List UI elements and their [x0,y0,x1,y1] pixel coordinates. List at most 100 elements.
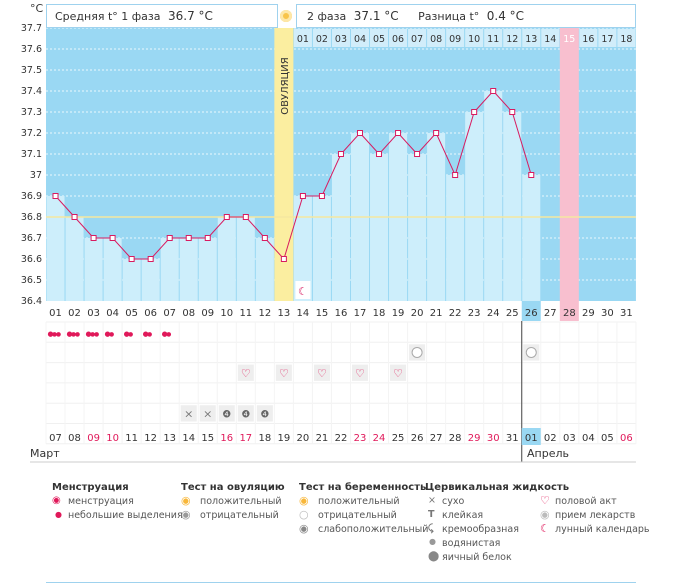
luteal-day-label: 17 [601,34,613,45]
cycle-day-label: 25 [506,308,519,319]
temperature-point [318,193,325,199]
luteal-day-cell [465,29,484,47]
moon-icon: ☾ [298,285,308,298]
luteal-day-cell [446,29,465,47]
cycle-day-label: 13 [278,308,291,319]
heart-icon: ♡ [393,367,403,380]
temperature-bar [84,238,103,301]
date-label: 06 [620,433,633,444]
luteal-day-label: 07 [411,34,423,45]
temperature-point [52,193,59,199]
temperature-point [166,235,173,241]
temperature-bar [122,259,141,301]
negative-test-icon [525,346,537,358]
temperature-bar [312,196,331,301]
luteal-day-cell [312,29,331,47]
legend-label-watery: водянистая [442,538,501,549]
menstruation-drop-icon: ● [143,330,149,338]
diff-value: 0.4 °C [486,9,525,23]
luteal-day-label: 05 [373,34,385,45]
positive-test-icon: ◉ [181,494,191,507]
temperature-point [299,193,306,199]
date-label: 13 [163,433,176,444]
temperature-point [280,256,287,262]
intercourse-cell [275,364,292,381]
temperature-bar [65,217,84,301]
cycle-day-label: 02 [68,308,81,319]
temperature-bar [293,196,312,301]
legend-label-creamy: кремообразная [442,524,519,535]
temperature-point [261,235,268,241]
intercourse-cell [351,364,369,381]
legend-title-ovulation-test: Тест на овуляцию [181,482,285,493]
temperature-bar [160,238,179,301]
cycle-day-label: 06 [144,308,157,319]
date-label: 30 [487,433,500,444]
luteal-day-label: 10 [468,34,480,45]
y-tick-label: 37 [30,170,42,181]
heart-icon: ♡ [540,494,550,507]
luteal-day-cell [560,29,579,47]
luteal-day-cell [370,29,389,47]
cycle-day-label: 31 [620,308,633,319]
legend-label-intercourse: половой акт [555,496,617,507]
phase1-value: 36.7 °C [168,9,213,23]
legend-title-cervical-fluid: Цервикальная жидкость [425,482,570,493]
menstruation-drop-icon: ● [75,331,80,338]
creamy-icon: ⤹ [428,523,434,534]
cervical-fluid-cell [237,405,254,422]
temperature-point [204,235,211,241]
legend-label-preg-negative: отрицательный [318,510,397,521]
temperature-bar [255,238,274,301]
y-tick-label: 37.2 [21,128,42,139]
temperature-point [128,256,135,262]
date-label: 19 [278,433,291,444]
menstruation-drop-icon: ● [86,330,92,338]
cycle-day-label: 23 [468,308,481,319]
cycle-day-label: 24 [487,308,500,319]
luteal-day-label: 03 [335,34,347,45]
legend-label-egg-white: яичный белок [442,552,512,563]
date-label: 15 [201,433,214,444]
cycle-day-label: 29 [582,308,595,319]
temperature-point [242,214,249,220]
cervical-fluid-cell [199,405,216,422]
cycle-day-label: 04 [106,308,119,319]
date-label: 26 [411,433,424,444]
creamy-icon: ❹ [260,409,269,420]
positive-test-icon: ◉ [299,494,309,507]
date-label: 21 [316,433,329,444]
temperature-point [395,130,402,136]
legend-label-dry: сухо [442,496,465,507]
date-label: 08 [68,433,81,444]
negative-test-icon: ○ [299,508,309,521]
cycle-day-label: 30 [601,308,614,319]
dry-icon: × [184,407,193,420]
cycle-day-label: 10 [220,308,233,319]
moon-cell [295,281,311,299]
temperature-line [55,90,532,260]
temperature-point [528,172,535,178]
temperature-point [452,172,459,178]
date-label: 20 [297,433,310,444]
current-day-cell [521,301,541,321]
date-label: 05 [601,433,614,444]
luteal-day-cell [541,29,560,47]
legend-label-ovu-negative: отрицательный [200,510,279,521]
date-label: 07 [49,433,62,444]
y-tick-label: 36.9 [21,191,42,202]
temperature-bar [198,238,217,301]
phase2-value: 37.1 °C [353,9,399,23]
legend-label-menstruation: менструация [68,496,134,507]
month-march: Март [30,447,60,460]
temperature-bar [370,154,389,301]
temperature-bar [503,112,522,301]
menstruation-drop-icon: ● [71,331,76,338]
luteal-day-cell [389,29,408,47]
legend-label-ovu-positive: положительный [200,496,282,507]
legend-label-sticky: клейкая [442,510,484,521]
temperature-bar [179,238,198,301]
menstruation-drop-icon: ● [128,331,133,338]
expected-period-band [559,28,579,321]
